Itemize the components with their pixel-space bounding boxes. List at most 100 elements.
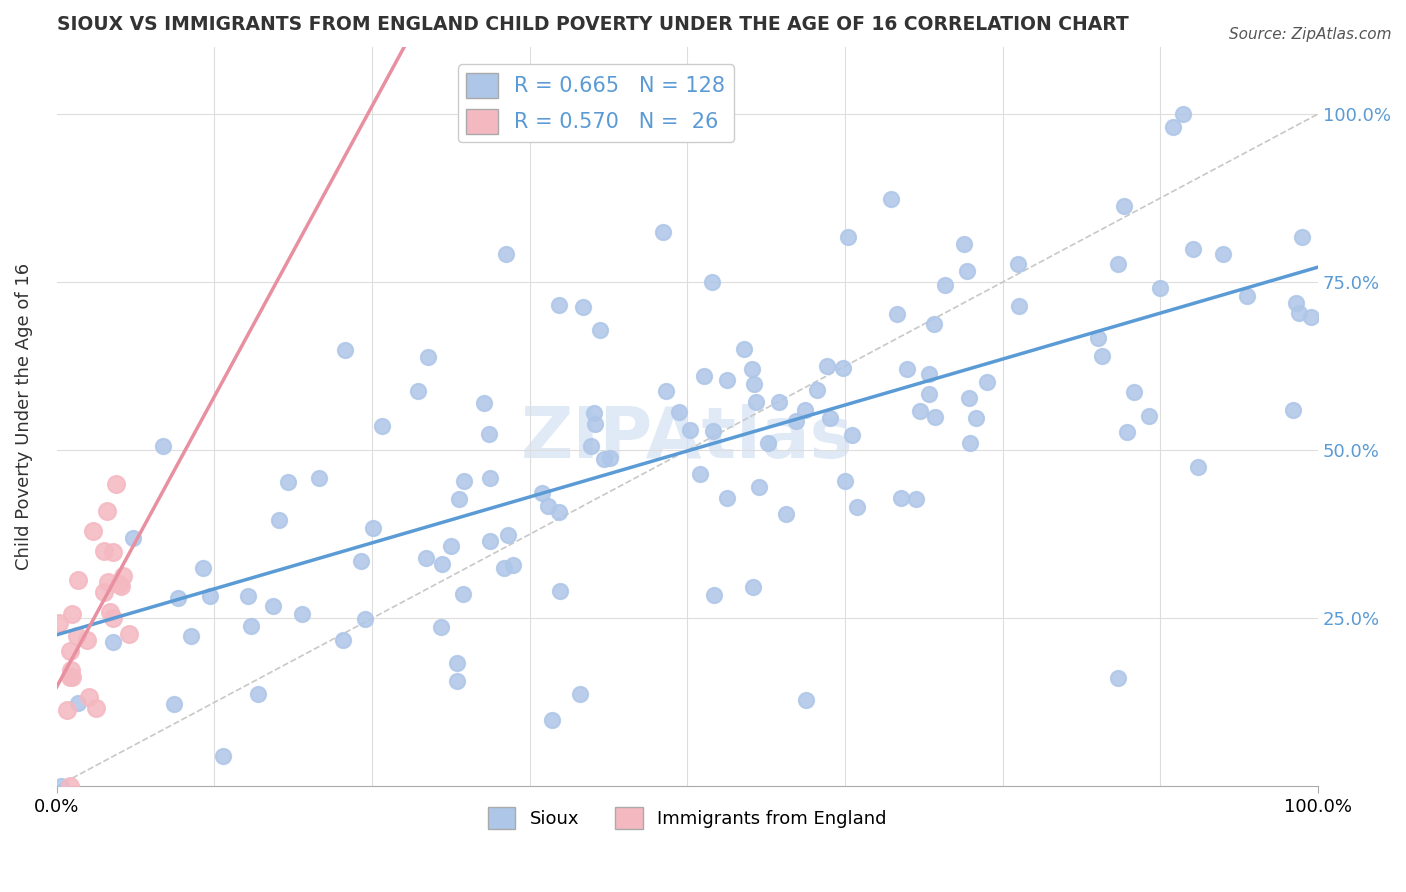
Point (62, 607, 84, 621)
Point (101, 611, 124, 625)
Point (163, 697, 186, 711)
Point (702, 424, 724, 438)
Point (453, 474, 475, 488)
Point (1285, 295, 1308, 310)
Point (793, 403, 815, 417)
Point (415, 550, 437, 565)
Point (889, 491, 911, 506)
Point (531, 485, 554, 500)
Point (82, 524, 104, 538)
Point (1008, 300, 1031, 314)
Y-axis label: Child Poverty Under the Age of 16: Child Poverty Under the Age of 16 (15, 263, 32, 570)
Point (59, 780, 82, 794)
Point (583, 417, 606, 432)
Point (495, 247, 517, 261)
Point (478, 427, 501, 442)
Point (236, 589, 259, 603)
Point (1236, 289, 1258, 303)
Point (668, 404, 690, 418)
Point (67, 696, 90, 710)
Point (350, 554, 373, 568)
Point (748, 480, 770, 494)
Point (758, 436, 780, 450)
Point (416, 350, 439, 364)
Point (66, 629, 89, 643)
Point (110, 578, 132, 592)
Point (93, 544, 115, 558)
Point (267, 513, 290, 527)
Point (652, 225, 675, 239)
Point (1182, 243, 1205, 257)
Point (122, 531, 145, 545)
Point (818, 411, 841, 425)
Point (579, 439, 602, 453)
Point (66, 574, 89, 588)
Point (180, 629, 202, 643)
Point (1149, 281, 1171, 295)
Point (700, 276, 723, 290)
Point (51, 780, 73, 794)
Point (775, 507, 797, 521)
Point (496, 527, 519, 541)
Point (1007, 257, 1029, 271)
Point (492, 561, 515, 575)
Point (745, 395, 768, 409)
Point (716, 373, 738, 387)
Point (430, 557, 453, 571)
Point (76, 633, 98, 648)
Point (502, 558, 524, 572)
Point (794, 693, 817, 707)
Point (1122, 384, 1144, 399)
Point (1299, 310, 1322, 324)
Point (84, 701, 107, 715)
Point (896, 361, 918, 376)
Point (62, 670, 84, 684)
Text: Source: ZipAtlas.com: Source: ZipAtlas.com (1229, 27, 1392, 42)
Point (440, 539, 463, 553)
Point (957, 392, 980, 406)
Point (976, 376, 998, 390)
Point (353, 612, 375, 626)
Point (105, 476, 128, 491)
Point (193, 561, 215, 575)
Point (1116, 425, 1139, 440)
Point (1087, 331, 1109, 345)
Point (77, 690, 100, 704)
Point (934, 277, 956, 292)
Point (536, 499, 558, 513)
Text: SIOUX VS IMMIGRANTS FROM ENGLAND CHILD POVERTY UNDER THE AGE OF 16 CORRELATION C: SIOUX VS IMMIGRANTS FROM ENGLAND CHILD P… (56, 15, 1129, 34)
Point (291, 607, 314, 621)
Point (548, 298, 571, 312)
Point (548, 505, 571, 519)
Point (1171, 107, 1194, 121)
Point (655, 384, 678, 398)
Point (406, 384, 429, 398)
Point (1291, 230, 1313, 244)
Point (1107, 671, 1129, 685)
Point (837, 230, 859, 244)
Point (956, 264, 979, 278)
Point (1187, 459, 1209, 474)
Point (589, 323, 612, 337)
Point (211, 748, 233, 763)
Point (806, 384, 828, 398)
Point (98, 605, 121, 619)
Point (101, 635, 124, 649)
Point (262, 599, 284, 614)
Point (540, 714, 562, 728)
Point (429, 620, 451, 634)
Point (569, 687, 592, 701)
Point (918, 386, 941, 401)
Point (449, 492, 471, 507)
Point (918, 367, 941, 381)
Point (277, 475, 299, 489)
Point (332, 632, 354, 647)
Point (924, 409, 946, 424)
Point (446, 673, 468, 688)
Legend: Sioux, Immigrants from England: Sioux, Immigrants from England (481, 800, 894, 837)
Point (167, 591, 190, 605)
Point (965, 411, 987, 425)
Point (48, 615, 70, 630)
Point (56, 702, 79, 716)
Point (308, 471, 330, 485)
